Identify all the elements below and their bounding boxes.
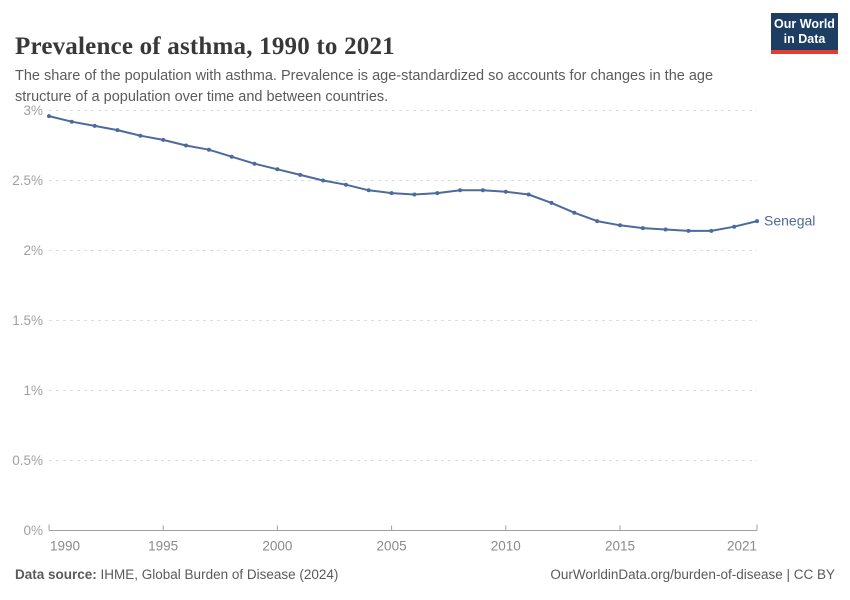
x-axis-tick-label: 2015 xyxy=(605,539,635,554)
data-point xyxy=(732,224,737,229)
data-point xyxy=(640,226,645,231)
subtitle-line-1: The share of the population with asthma.… xyxy=(15,67,714,84)
y-axis-tick-label: 3% xyxy=(23,103,43,118)
data-point xyxy=(389,191,394,196)
x-axis-tick-label: 2021 xyxy=(727,539,757,554)
x-axis-tick-label: 1995 xyxy=(148,539,178,554)
y-axis-tick-label: 2% xyxy=(23,243,43,258)
data-point xyxy=(503,189,508,194)
data-point xyxy=(138,133,143,138)
data-point xyxy=(686,228,691,233)
y-axis-tick-label: 2.5% xyxy=(12,173,43,188)
data-source-text: IHME, Global Burden of Disease (2024) xyxy=(96,567,339,582)
page-title: Prevalence of asthma, 1990 to 2021 xyxy=(15,32,395,60)
data-point xyxy=(709,228,714,233)
owid-logo: Our World in Data xyxy=(771,13,838,54)
data-point xyxy=(69,119,74,124)
data-point xyxy=(343,182,348,187)
data-point xyxy=(206,147,211,152)
data-point xyxy=(47,114,51,119)
data-point xyxy=(321,178,326,183)
data-point xyxy=(298,172,303,177)
y-axis-tick-label: 0.5% xyxy=(12,453,43,468)
y-axis-tick-label: 1.5% xyxy=(12,313,43,328)
x-axis-tick-label: 1990 xyxy=(50,539,80,554)
data-point xyxy=(618,223,622,228)
data-source-note: Data source: IHME, Global Burden of Dise… xyxy=(15,567,338,582)
data-point xyxy=(252,161,257,166)
data-point xyxy=(275,167,280,172)
data-point xyxy=(412,192,417,197)
data-point xyxy=(595,219,600,224)
y-axis-tick-label: 1% xyxy=(23,383,43,398)
x-axis-tick-label: 2005 xyxy=(377,539,407,554)
data-point xyxy=(92,123,97,128)
footer-citation-link: OurWorldinData.org/burden-of-disease | C… xyxy=(550,567,835,582)
data-point xyxy=(435,191,440,196)
data-point xyxy=(184,143,188,148)
y-axis-tick-label: 0% xyxy=(23,523,43,538)
series-line xyxy=(48,115,758,232)
logo-line-1: Our World xyxy=(774,17,835,31)
x-axis-tick-label: 2010 xyxy=(491,539,521,554)
x-axis-tick-label: 2000 xyxy=(262,539,292,554)
data-point xyxy=(458,188,463,193)
data-point xyxy=(755,219,759,224)
chart-subtitle: The share of the population with asthma.… xyxy=(15,66,763,108)
data-point xyxy=(480,188,485,193)
data-point xyxy=(229,154,234,159)
data-point xyxy=(366,188,371,193)
data-point xyxy=(526,192,531,197)
subtitle-line-2: structure of a population over time and … xyxy=(15,88,389,105)
data-point xyxy=(663,227,668,232)
chart-footer: Data source: IHME, Global Burden of Dise… xyxy=(15,567,835,582)
data-point xyxy=(549,200,554,205)
logo-line-2: in Data xyxy=(783,32,826,46)
data-point xyxy=(115,128,120,133)
data-point xyxy=(572,210,577,215)
data-point xyxy=(161,137,166,142)
series-entity-label: Senegal xyxy=(764,213,815,229)
data-source-label: Data source: xyxy=(15,567,97,582)
